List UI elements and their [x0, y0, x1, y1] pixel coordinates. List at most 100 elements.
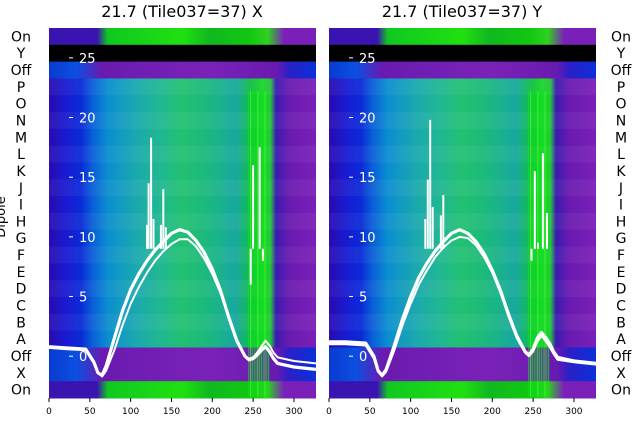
x-tick-label: 100 — [122, 407, 139, 417]
heatmap-row-on-21 — [49, 381, 316, 399]
series-line-0 — [48, 228, 317, 377]
x-tick-label: 50 — [84, 407, 96, 417]
row-label-m-6: M — [615, 130, 627, 146]
heatmap-stripe — [262, 91, 264, 397]
row-label-p-3: P — [617, 80, 625, 96]
row-label-f-13: F — [17, 248, 25, 264]
heatmap-row-band — [49, 246, 316, 264]
row-label-d-15: D — [16, 282, 27, 298]
heatmap-row-band — [329, 280, 596, 298]
heatmap-row-band — [329, 213, 596, 230]
heatmap-stripe — [266, 91, 268, 397]
heatmap-stripe — [264, 91, 266, 397]
heatmap-stripe — [253, 91, 255, 397]
row-label-on-21: On — [11, 383, 31, 399]
x-tick-label: 0 — [326, 407, 332, 417]
heatmap-row-x-20 — [49, 364, 316, 382]
heatmap-row-band — [49, 213, 316, 230]
overlay-y-tick-label: 25 — [79, 52, 96, 67]
overlay-y-tick-label: 5 — [79, 291, 87, 306]
overlay-y-tick-label: 10 — [79, 231, 96, 246]
heatmap-row-on-0 — [49, 28, 316, 46]
row-label-k-8: K — [16, 164, 26, 180]
row-label-h-11: H — [16, 214, 27, 230]
x-tick-label: 150 — [163, 407, 180, 417]
row-label-l-7: L — [617, 147, 625, 163]
heatmap-row-band — [49, 280, 316, 298]
row-label-a-18: A — [16, 332, 26, 348]
row-label-h-11: H — [616, 214, 627, 230]
x-tick-label: 150 — [443, 407, 460, 417]
heatmap-row-band — [329, 246, 596, 264]
row-label-y-1: Y — [616, 46, 626, 62]
heatmap-stripe — [540, 91, 542, 397]
y-axis-label: Dipole — [0, 196, 9, 237]
overlay-y-tick-label: 5 — [359, 291, 367, 306]
heatmap-row-band — [329, 78, 596, 96]
row-label-b-17: B — [16, 315, 26, 331]
row-label-off-2: Off — [611, 63, 632, 79]
heatmap-row-y-1 — [329, 44, 596, 63]
row-label-k-8: K — [616, 164, 626, 180]
overlay-y-tick-label: 25 — [359, 52, 376, 67]
row-label-on-0: On — [611, 29, 631, 45]
row-label-i-10: I — [619, 198, 623, 214]
heatmap-stripe — [531, 91, 533, 397]
heatmap-row-x-20 — [329, 364, 596, 382]
x-tick-label: 200 — [204, 407, 221, 417]
row-label-l-7: L — [17, 147, 25, 163]
row-label-a-18: A — [616, 332, 626, 348]
row-label-x-20: X — [616, 366, 626, 382]
row-label-c-16: C — [16, 299, 26, 315]
heatmap-stripe — [257, 91, 259, 397]
heatmap-stripe — [260, 91, 262, 397]
row-label-b-17: B — [616, 315, 626, 331]
row-label-n-5: N — [16, 114, 26, 130]
x-tick-label: 300 — [285, 407, 302, 417]
heatmap-row-off-2 — [49, 61, 316, 79]
heatmap-row-band — [49, 313, 316, 331]
row-label-y-1: Y — [16, 46, 26, 62]
row-label-off-19: Off — [611, 349, 632, 365]
heatmap-row-on-0 — [329, 28, 596, 46]
heatmap-row-off-2 — [329, 61, 596, 79]
x-tick-label: 250 — [245, 407, 262, 417]
series-line-1 — [329, 235, 597, 378]
row-label-i-10: I — [19, 198, 23, 214]
x-tick-label: 0 — [46, 407, 52, 417]
heatmap-stripe — [248, 91, 250, 397]
chart-title-right: 21.7 (Tile037=37) Y — [382, 2, 543, 21]
overlay-y-tick-label: 0 — [79, 350, 87, 365]
heatmap-stripe — [268, 91, 270, 397]
overlay-y-tick-label: 0 — [359, 350, 367, 365]
row-label-o-4: O — [615, 97, 626, 113]
row-label-p-3: P — [17, 80, 25, 96]
row-label-f-13: F — [617, 248, 625, 264]
row-label-g-12: G — [16, 231, 27, 247]
x-tick-label: 50 — [364, 407, 376, 417]
row-label-j-9: J — [618, 181, 623, 197]
x-tick-label: 250 — [525, 407, 542, 417]
heatmap-stripe — [528, 91, 530, 397]
x-tick-label: 200 — [484, 407, 501, 417]
row-label-off-19: Off — [11, 349, 32, 365]
x-tick-label: 100 — [402, 407, 419, 417]
overlay-y-tick-label: 15 — [359, 171, 376, 186]
heatmap-row-y-1 — [49, 44, 316, 63]
row-label-o-4: O — [15, 97, 26, 113]
overlay-y-tick-label: 15 — [79, 171, 96, 186]
heatmap-stripe — [250, 91, 252, 397]
row-label-j-9: J — [18, 181, 23, 197]
series-line-1 — [48, 238, 317, 378]
chart-title-left: 21.7 (Tile037=37) X — [101, 2, 263, 21]
x-tick-label: 300 — [565, 407, 582, 417]
overlay-y-tick-label: 10 — [359, 231, 376, 246]
row-label-e-14: E — [617, 265, 626, 281]
row-label-x-20: X — [16, 366, 26, 382]
overlay-y-tick-label: 20 — [79, 112, 96, 127]
